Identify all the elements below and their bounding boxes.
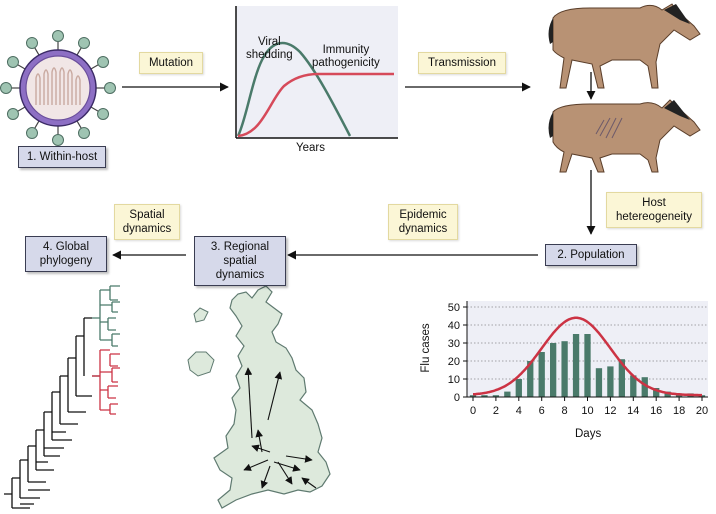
bar (515, 379, 522, 397)
y-tick-label: 20 (448, 356, 460, 368)
immunity-label: Immunity pathogenicity (312, 44, 380, 70)
virus-spike (78, 127, 90, 140)
bar (584, 334, 591, 397)
note-host-heterogeneity-line2: hetereogeneity (615, 211, 693, 223)
phylogeny-tree-icon (4, 285, 120, 509)
uk-map-icon (187, 285, 331, 509)
y-tick-label: 10 (448, 374, 460, 386)
stage-population-label: 2. Population (557, 249, 625, 261)
x-tick-label: 20 (696, 405, 708, 417)
bar (504, 391, 511, 397)
x-tick-label: 0 (470, 405, 476, 417)
y-tick-label: 0 (454, 392, 460, 404)
x-tick-label: 6 (539, 405, 545, 417)
bar (481, 395, 488, 397)
virus-spike (6, 108, 19, 120)
x-tick-label: 10 (581, 405, 593, 417)
virus-spike (78, 36, 90, 49)
note-host-heterogeneity: Host hetereogeneity (606, 192, 702, 228)
stage-within-host: 1. Within-host (18, 146, 106, 168)
note-mutation: Mutation (139, 52, 203, 74)
note-mutation-label: Mutation (148, 57, 194, 69)
bar (527, 361, 534, 397)
sick-horse-icon (548, 99, 701, 173)
bar (641, 377, 648, 397)
note-spatial-dynamics-line2: dynamics (122, 223, 172, 235)
virus-spike (6, 56, 19, 68)
virus-spike (26, 36, 38, 49)
note-epidemic-dynamics: Epidemic dynamics (388, 204, 458, 240)
virus-spike (0, 82, 12, 94)
virus-spike (97, 108, 110, 120)
chart-xlabel: Days (575, 428, 602, 440)
stage-population: 2. Population (545, 244, 637, 266)
bar (550, 343, 557, 397)
chart-ylabel: Flu cases (420, 323, 432, 373)
y-tick-label: 50 (448, 302, 460, 314)
bar (595, 368, 603, 397)
x-tick-label: 4 (516, 405, 522, 417)
note-transmission-label: Transmission (428, 57, 496, 69)
within-host-curves (235, 6, 398, 139)
bar (538, 352, 545, 397)
stage-global-line2: phylogeny (39, 255, 93, 267)
virus-spike (52, 134, 64, 146)
bar (607, 366, 614, 397)
bar (630, 375, 637, 397)
immunity-label-line2: pathogenicity (312, 57, 380, 69)
stage-regional: 3. Regional spatial dynamics (194, 236, 286, 286)
viral-shedding-curve (236, 41, 352, 137)
x-tick-label: 14 (627, 405, 639, 417)
stage-global: 4. Global phylogeny (25, 236, 107, 272)
immunity-curve (237, 72, 394, 138)
bar (492, 395, 500, 397)
bar (469, 395, 477, 397)
viral-shedding-label: Viral shedding (246, 36, 293, 62)
stage-global-line1: 4. Global (42, 241, 90, 253)
virus-spike (104, 82, 116, 94)
immunity-label-line1: Immunity (322, 44, 370, 56)
x-tick-label: 8 (562, 405, 568, 417)
note-epidemic-dynamics-line2: dynamics (398, 223, 448, 235)
note-epidemic-dynamics-line1: Epidemic (399, 209, 447, 221)
bar (664, 391, 671, 397)
viral-label-line1: Viral (257, 36, 281, 48)
virus-spike (52, 30, 64, 42)
stage-regional-line2: dynamics (215, 269, 265, 281)
note-transmission: Transmission (418, 52, 506, 74)
stage-regional-line1: 3. Regional spatial (210, 241, 270, 267)
bar (572, 334, 580, 397)
bar (561, 341, 568, 397)
virus-spike (26, 127, 38, 140)
viral-label-line2: shedding (246, 49, 293, 61)
epidemic-chart: 0 10 20 30 40 50 0 2 4 6 8 10 12 14 16 18 20 (448, 301, 708, 417)
virus-spike (97, 56, 110, 68)
bar (653, 388, 660, 397)
y-tick-label: 40 (448, 320, 460, 332)
x-tick-label: 2 (493, 405, 499, 417)
x-tick-label: 16 (650, 405, 662, 417)
stage-within-host-label: 1. Within-host (26, 151, 98, 163)
x-tick-label: 12 (604, 405, 616, 417)
virus-icon (0, 30, 116, 146)
note-spatial-dynamics: Spatial dynamics (114, 204, 180, 240)
x-tick-label: 18 (673, 405, 685, 417)
fit-curve (473, 316, 702, 397)
note-spatial-dynamics-line1: Spatial (129, 209, 165, 221)
horse-icon (548, 3, 701, 89)
y-tick-label: 30 (448, 338, 460, 350)
curve-panel-xlabel: Years (296, 142, 325, 154)
bar (618, 359, 625, 397)
note-host-heterogeneity-line1: Host (642, 197, 666, 209)
